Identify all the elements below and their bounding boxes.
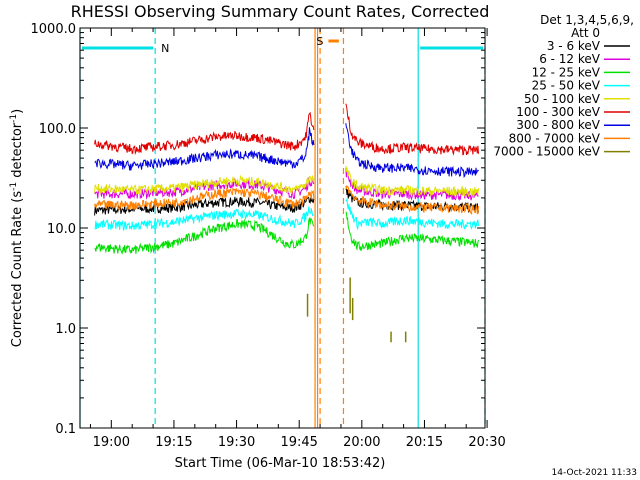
series-line [94, 127, 315, 171]
series-line [345, 197, 479, 231]
x-axis: 19:00 19:15 19:30 19:45 20:00 20:15 20:30 [89, 28, 506, 450]
y-tick-label: 100.0 [39, 122, 76, 137]
y-tick-label: 0.1 [55, 422, 76, 437]
x-tick-label: 19:15 [155, 435, 192, 450]
legend-item-label: 800 - 7000 keV [509, 131, 601, 145]
x-tick-label: 19:00 [93, 435, 130, 450]
series-line [94, 187, 315, 211]
legend-item-label: 7000 - 15000 keV [493, 145, 600, 159]
series-line [345, 165, 479, 197]
timestamp: 14-Oct-2021 11:33 [552, 468, 637, 478]
y-axis: 1000.0 100.0 10.0 1.0 0.1 [31, 22, 485, 437]
y-tick-label: 10.0 [47, 222, 76, 237]
legend-item-label: 50 - 100 keV [524, 92, 601, 106]
series-line [345, 123, 479, 179]
series-line [94, 111, 315, 156]
series-line [94, 174, 315, 195]
x-tick-label: 20:30 [468, 435, 505, 450]
x-axis-label: Start Time (06-Mar-10 18:53:42) [175, 456, 386, 471]
series-line [94, 177, 315, 200]
x-tick-label: 19:30 [218, 435, 255, 450]
chart-title: RHESSI Observing Summary Count Rates, Co… [71, 2, 490, 21]
x-tick-label: 20:15 [406, 435, 443, 450]
series-line [94, 216, 315, 255]
series-line [345, 184, 479, 215]
legend-item-label: 25 - 50 keV [532, 79, 601, 93]
y-tick-label: 1.0 [55, 322, 76, 337]
x-tick-label: 19:45 [280, 435, 317, 450]
x-tick-label: 20:00 [343, 435, 380, 450]
legend-item-label: 6 - 12 keV [539, 52, 601, 66]
series-layer [94, 103, 479, 343]
series-line [94, 206, 315, 232]
series-line [345, 211, 479, 252]
legend-item-label: 3 - 6 keV [547, 39, 601, 53]
legend-item-label: 12 - 25 keV [532, 65, 601, 79]
y-axis-label: Corrected Count Rate (s-1 detector-1) [9, 109, 25, 347]
legend-item-label: 100 - 300 keV [516, 105, 600, 119]
legend-header-attenuator: Att 0 [571, 26, 600, 40]
series-line [345, 168, 479, 202]
series-line [94, 196, 315, 216]
series-line [345, 103, 479, 156]
y-tick-label: 1000.0 [31, 22, 77, 37]
legend-item-label: 300 - 800 keV [516, 118, 600, 132]
saa-label: S [316, 35, 323, 48]
legend-header-detectors: Det 1,3,4,5,6,9, [540, 13, 634, 27]
night-label: N [161, 42, 169, 55]
